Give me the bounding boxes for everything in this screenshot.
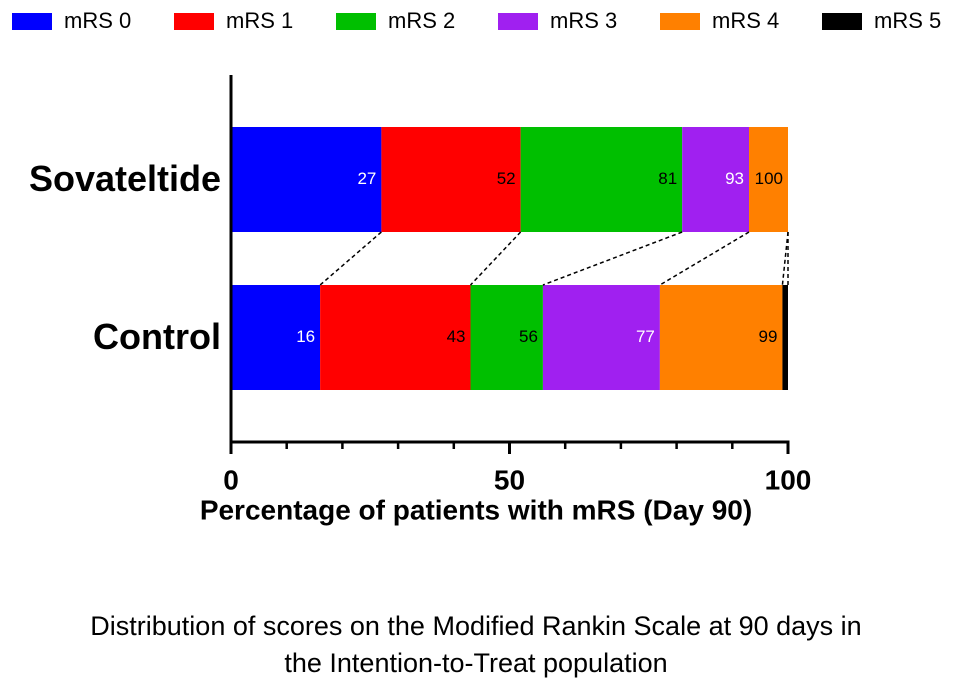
x-tick-label: 0 (223, 464, 239, 495)
bar-segment (782, 285, 788, 390)
bar-segment (320, 285, 471, 390)
legend-label: mRS 2 (388, 8, 455, 33)
bar-segment (231, 127, 382, 232)
category-label: Control (93, 316, 221, 357)
cumulative-label: 77 (636, 327, 655, 346)
legend-label: mRS 3 (550, 8, 617, 33)
category-label: Sovateltide (29, 158, 221, 199)
caption: Distribution of scores on the Modified R… (90, 611, 861, 641)
x-tick-label: 50 (494, 464, 525, 495)
legend-label: mRS 4 (712, 8, 779, 33)
cumulative-label: 99 (759, 327, 778, 346)
legend-swatch (822, 13, 862, 30)
cumulative-label: 43 (447, 327, 466, 346)
cumulative-label: 100 (755, 169, 783, 188)
bar-segment (749, 127, 788, 232)
cumulative-label: 56 (519, 327, 538, 346)
legend-label: mRS 1 (226, 8, 293, 33)
legend-swatch (12, 13, 52, 30)
bar-segment (520, 127, 683, 232)
bar-segment (470, 285, 543, 390)
x-tick-label: 100 (765, 464, 812, 495)
x-axis-label: Percentage of patients with mRS (Day 90) (200, 494, 752, 525)
bar-segment (542, 285, 660, 390)
connector (319, 231, 382, 286)
connector (781, 231, 789, 286)
connector (469, 231, 522, 286)
legend-swatch (336, 13, 376, 30)
bar-segment (381, 127, 521, 232)
bar-segment (682, 127, 750, 232)
bar-segment (659, 285, 783, 390)
connector (659, 231, 750, 286)
cumulative-label: 27 (357, 169, 376, 188)
cumulative-label: 93 (725, 169, 744, 188)
cumulative-label: 16 (296, 327, 315, 346)
connector (542, 231, 683, 286)
caption: the Intention-to-Treat population (284, 648, 667, 678)
cumulative-label: 52 (497, 169, 516, 188)
cumulative-label: 81 (658, 169, 677, 188)
legend-swatch (660, 13, 700, 30)
legend-label: mRS 0 (64, 8, 131, 33)
bar-segment (231, 285, 321, 390)
legend-label: mRS 5 (874, 8, 941, 33)
legend-swatch (174, 13, 214, 30)
legend-swatch (498, 13, 538, 30)
